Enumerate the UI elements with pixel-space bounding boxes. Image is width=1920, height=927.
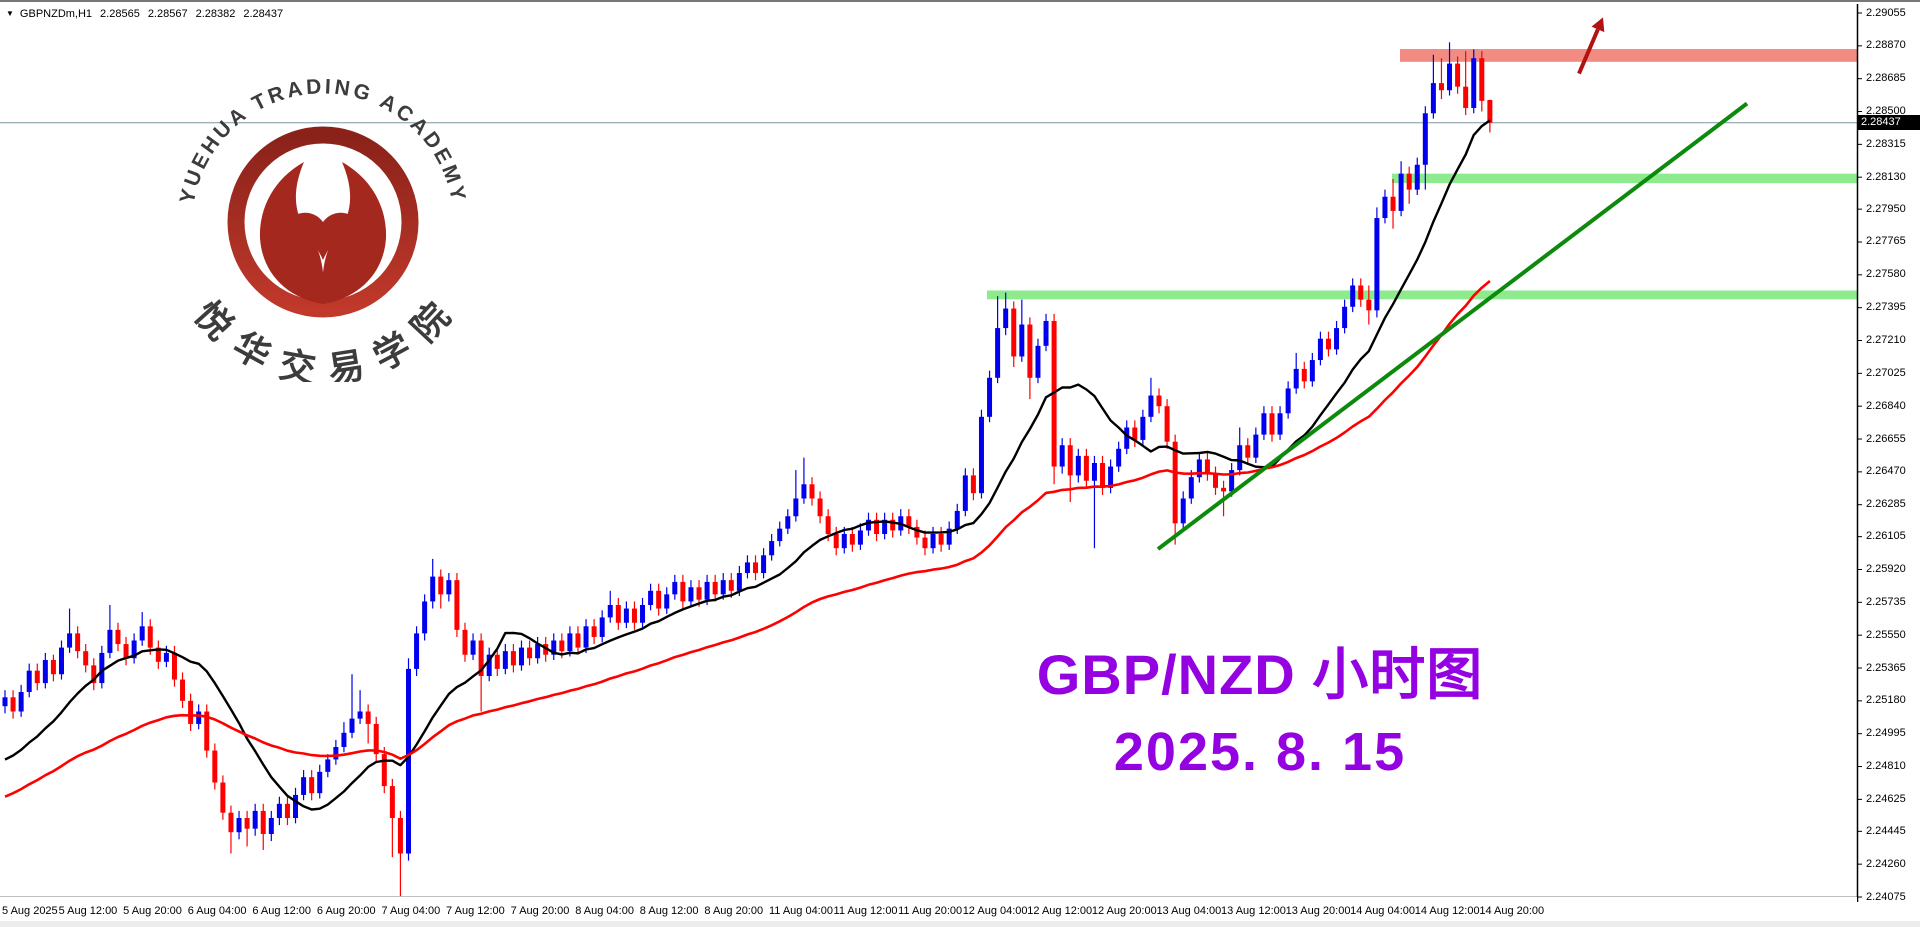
brand-logo: YUEHUA TRADING ACADEMY 悦华交易学院 (176, 75, 467, 382)
time-axis-label: 5 Aug 2025 (2, 905, 58, 917)
price-zones[interactable] (987, 49, 1857, 300)
logo-ring-icon (227, 126, 419, 318)
symbol-dropdown-icon[interactable]: ▼ (6, 9, 14, 18)
time-axis-label: 11 Aug 04:00 (768, 905, 833, 917)
price-axis-label: 2.28685 (1866, 72, 1906, 85)
price-axis-label: 2.24445 (1866, 824, 1906, 837)
price-axis-label: 2.27765 (1866, 235, 1906, 248)
support-zone-lower[interactable] (987, 290, 1857, 300)
price-axis-label: 2.25735 (1866, 595, 1906, 608)
time-axis-label: 13 Aug 04:00 (1156, 905, 1222, 917)
price-axis-label: 2.26840 (1866, 399, 1906, 412)
up-arrow[interactable] (1577, 17, 1605, 75)
time-axis-label: 7 Aug 20:00 (510, 905, 570, 917)
time-axis-label: 12 Aug 20:00 (1091, 905, 1157, 917)
logo-chinese-char: 易 (325, 344, 367, 382)
time-axis-label: 14 Aug 04:00 (1350, 905, 1416, 917)
logo-chinese-char: 华 (226, 324, 277, 377)
time-axis-label: 7 Aug 04:00 (381, 905, 441, 917)
price-axis-label: 2.28870 (1866, 39, 1906, 52)
time-axis-label: 14 Aug 12:00 (1414, 905, 1480, 917)
time-axis-label: 5 Aug 20:00 (123, 905, 182, 917)
price-axis-label: 2.25365 (1866, 661, 1906, 674)
time-axis-label: 8 Aug 20:00 (704, 905, 764, 917)
overlay-title-line2: 2025. 8. 15 (1113, 722, 1407, 782)
overlay-title-line1: GBP/NZD 小时图 (1036, 643, 1484, 706)
price-axis-label: 2.28130 (1866, 170, 1906, 183)
price-axis-label: 2.24810 (1866, 760, 1906, 773)
quote-low: 2.28382 (195, 8, 236, 20)
chart-title-bar: ▼ GBPNZDm,H1 2.28565 2.28567 2.28382 2.2… (6, 7, 283, 21)
price-axis[interactable]: 2.29055 2.28870 2.28685 2.28500 2.28315 2.281… (1857, 2, 1920, 903)
price-axis-label: 2.27580 (1866, 268, 1906, 281)
price-axis-label: 2.28315 (1866, 137, 1906, 150)
price-axis-label: 2.26470 (1866, 465, 1906, 478)
ma-slow-line (4, 279, 1491, 798)
window-bottom-strip (0, 921, 1920, 927)
price-axis-label: 2.25180 (1866, 694, 1906, 707)
price-axis-label: 2.24625 (1866, 792, 1906, 805)
price-axis-label: 2.26655 (1866, 432, 1906, 445)
price-axis-label: 2.27210 (1866, 334, 1906, 346)
quote-high: 2.28567 (147, 8, 188, 20)
support-zone-upper[interactable] (1392, 173, 1857, 184)
time-axis-label: 6 Aug 12:00 (252, 905, 312, 917)
price-axis-label: 2.29055 (1866, 6, 1906, 19)
time-axis-label: 13 Aug 20:00 (1285, 905, 1351, 917)
price-axis-label: 2.24260 (1866, 857, 1906, 870)
price-axis-label: 2.24075 (1866, 890, 1906, 903)
logo-chinese-char: 悦 (186, 293, 241, 347)
time-axis-label: 8 Aug 04:00 (575, 905, 634, 917)
time-axis-label: 6 Aug 20:00 (316, 905, 376, 917)
quote-close: 2.28437 (243, 8, 284, 20)
resistance-zone[interactable] (1400, 49, 1857, 62)
symbol-timeframe-label: GBPNZDm,H1 (19, 8, 93, 20)
time-axis-label: 14 Aug 20:00 (1479, 905, 1545, 917)
time-axis-label: 12 Aug 12:00 (1027, 905, 1093, 917)
time-axis-label: 11 Aug 20:00 (898, 905, 963, 917)
time-axis-label: 6 Aug 04:00 (187, 905, 247, 917)
price-axis-label: 2.25550 (1866, 628, 1906, 641)
current-price-badge: 2.28437 (1857, 115, 1920, 131)
ascending-trendline[interactable] (1156, 101, 1749, 551)
ma-fast-line (4, 119, 1491, 811)
logo-chinese-char: 院 (403, 295, 458, 349)
time-axis-label: 11 Aug 12:00 (833, 905, 898, 917)
logo-chinese-char: 学 (366, 325, 417, 378)
time-axis[interactable]: 5 Aug 2025 5 Aug 12:00 5 Aug 20:00 6 Aug 04… (0, 897, 1920, 927)
time-axis-label: 7 Aug 12:00 (446, 905, 505, 917)
time-axis-label: 12 Aug 04:00 (962, 905, 1028, 917)
time-axis-label: 8 Aug 12:00 (639, 905, 699, 917)
price-axis-label: 2.26285 (1866, 498, 1906, 511)
logo-chinese-char: 交 (276, 343, 319, 382)
quote-open: 2.28565 (100, 8, 140, 20)
price-axis-label: 2.27025 (1866, 366, 1906, 379)
price-axis-label: 2.27950 (1866, 202, 1906, 215)
price-axis-label: 2.26105 (1866, 530, 1906, 543)
price-axis-label: 2.28500 (1866, 105, 1906, 118)
chart-watermark-title: GBP/NZD 小时图 2025. 8. 15 (980, 643, 1540, 782)
price-axis-label: 2.25920 (1866, 562, 1906, 575)
price-axis-label: 2.27395 (1866, 301, 1906, 314)
time-axis-label: 5 Aug 12:00 (58, 905, 118, 917)
time-axis-label: 13 Aug 12:00 (1221, 905, 1286, 917)
price-axis-label: 2.24995 (1866, 727, 1906, 740)
logo-tulip-icon (259, 162, 387, 304)
